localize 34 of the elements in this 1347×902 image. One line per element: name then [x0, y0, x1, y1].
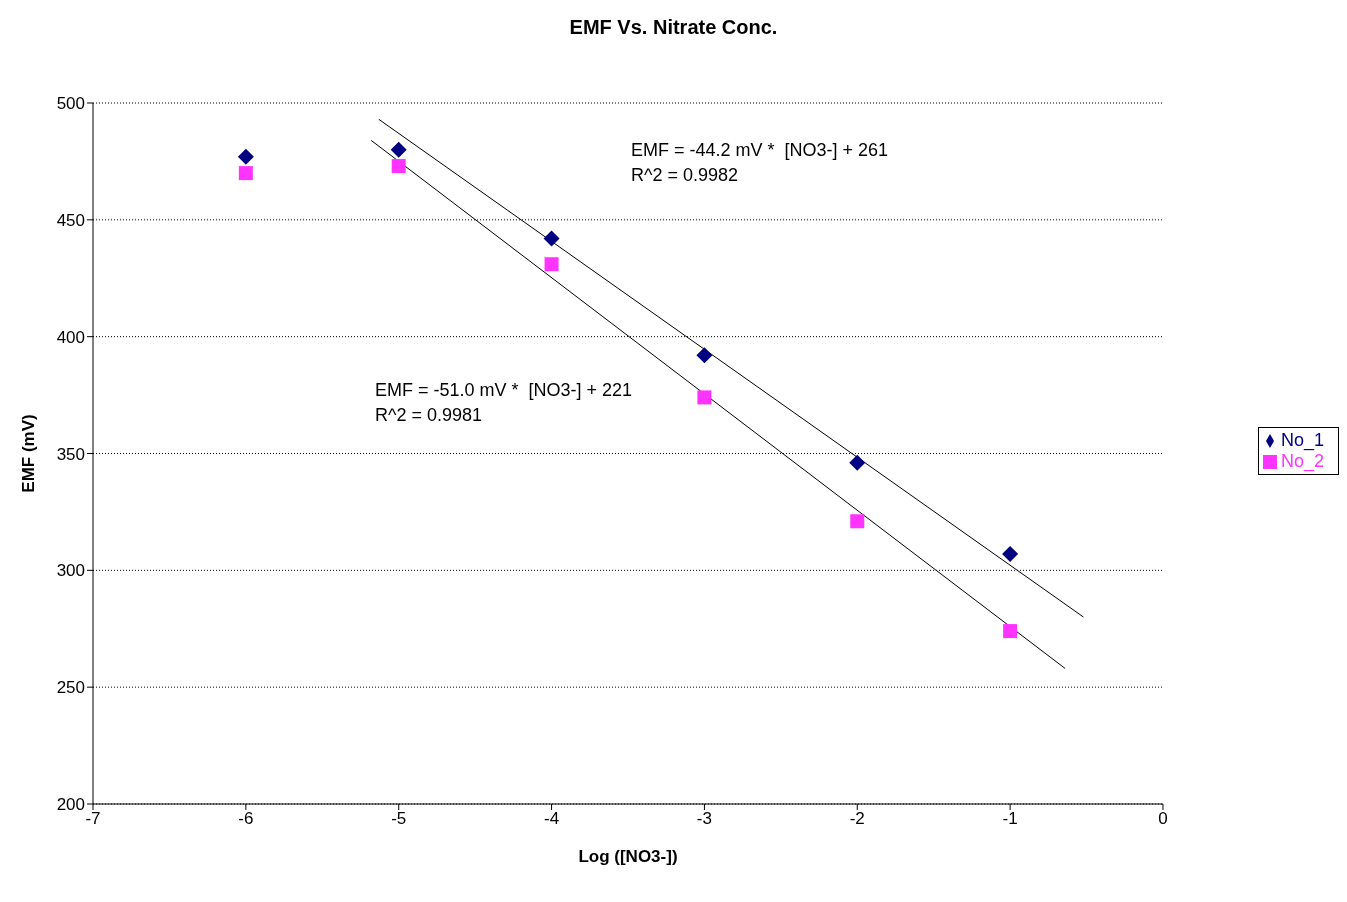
annotation: EMF = -44.2 mV * [NO3-] + 261 R^2 = 0.9982	[631, 139, 889, 187]
y-tick-label: 250	[56, 678, 85, 698]
point	[1002, 545, 1019, 562]
y-tick-label: 500	[56, 94, 85, 114]
x-tick-label: -4	[544, 809, 560, 829]
point	[238, 166, 253, 181]
y-tick-label: 450	[56, 210, 85, 230]
point	[543, 230, 560, 247]
x-tick-label: -6	[238, 809, 254, 829]
y-axis-title: EMF (mV)	[19, 414, 39, 493]
y-tick-label: 400	[56, 327, 85, 347]
x-tick-label: -1	[1002, 809, 1018, 829]
point	[237, 148, 254, 165]
legend-label: No_1	[1280, 430, 1324, 450]
point	[850, 514, 865, 529]
point	[697, 390, 712, 405]
annotation: EMF = -51.0 mV * [NO3-] + 221 R^2 = 0.9981	[375, 379, 633, 427]
point	[544, 257, 559, 272]
x-tick-label: 0	[1158, 809, 1168, 829]
point	[849, 454, 866, 471]
point	[1003, 624, 1018, 639]
chart-title: EMF Vs. Nitrate Conc.	[568, 16, 779, 39]
point	[696, 347, 713, 364]
legend-label: No_2	[1280, 451, 1324, 471]
x-tick-label: -7	[85, 809, 101, 829]
y-tick-label: 200	[56, 795, 85, 815]
point	[391, 159, 406, 174]
y-tick-label: 300	[56, 561, 85, 581]
x-tick-label: -2	[849, 809, 865, 829]
point	[390, 141, 407, 158]
x-axis-title: Log ([NO3-])	[578, 847, 678, 866]
y-tick-label: 350	[56, 444, 85, 464]
x-tick-label: -3	[696, 809, 712, 829]
x-tick-label: -5	[391, 809, 407, 829]
